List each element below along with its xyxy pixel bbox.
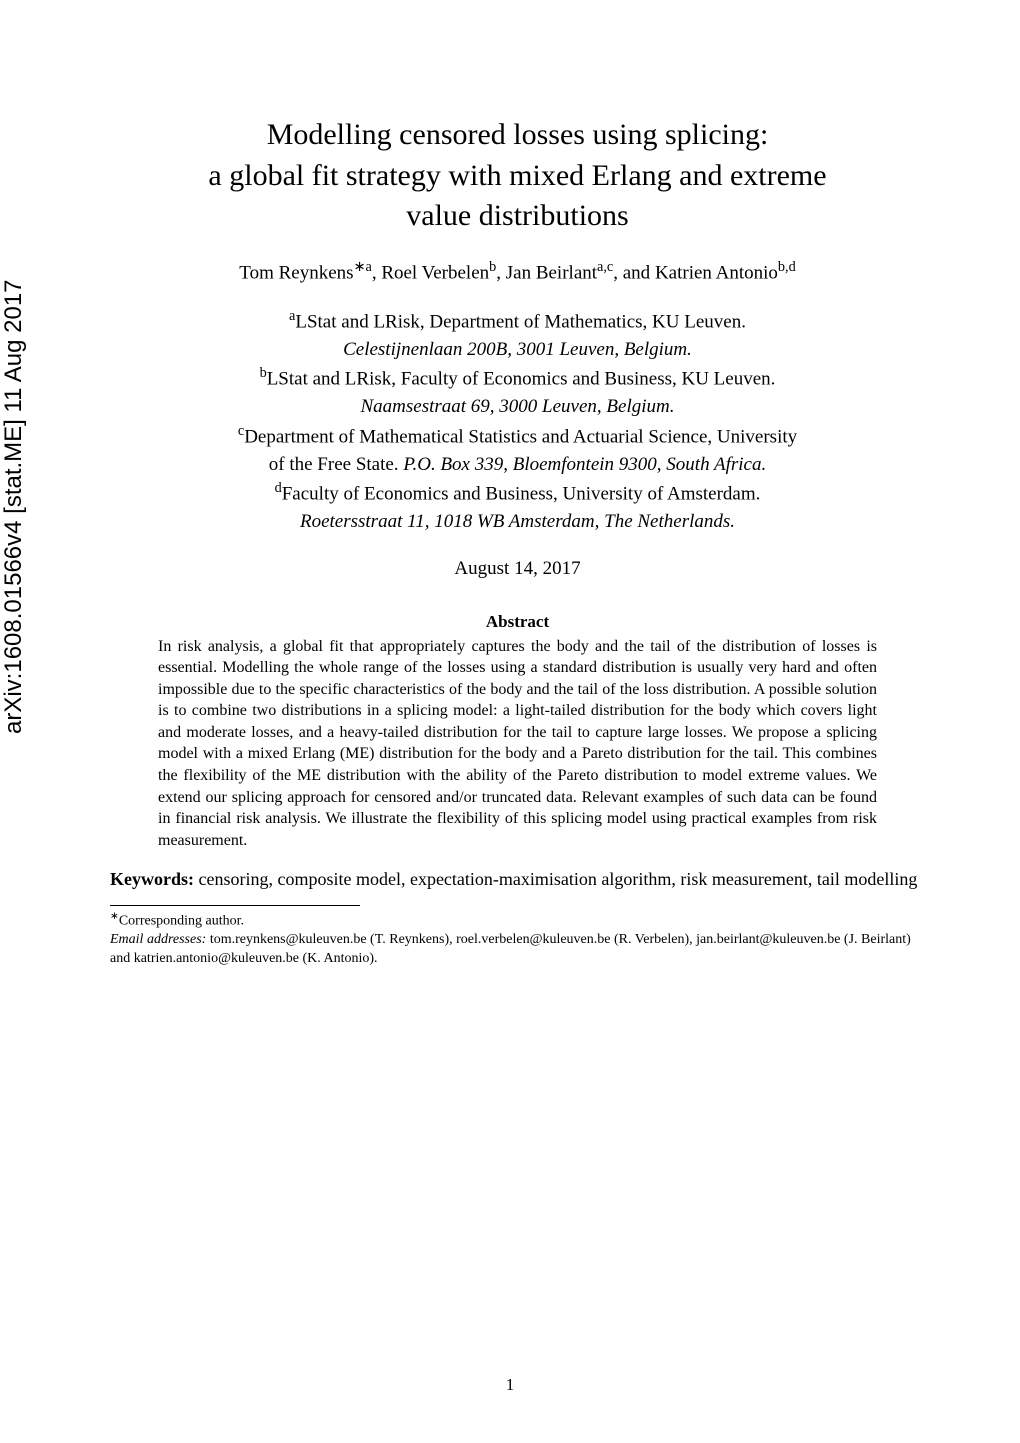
footnote-email-text: tom.reynkens@kuleuven.be (T. Reynkens), … bbox=[110, 932, 911, 966]
affiliation-b-address: Naamsestraat 69, 3000 Leuven, Belgium. bbox=[110, 393, 925, 421]
title-line-3: value distributions bbox=[406, 199, 628, 232]
affiliation-d-address: Roetersstraat 11, 1018 WB Amsterdam, The… bbox=[110, 508, 925, 536]
footnote-rule bbox=[110, 905, 360, 906]
title-line-1: Modelling censored losses using splicing… bbox=[267, 118, 769, 151]
affiliation-a-address: Celestijnenlaan 200B, 3001 Leuven, Belgi… bbox=[110, 336, 925, 364]
affiliation-c-line1: cDepartment of Mathematical Statistics a… bbox=[110, 421, 925, 451]
paper-date: August 14, 2017 bbox=[110, 558, 925, 580]
author-sep-1: , bbox=[372, 262, 382, 283]
author-4-affil-sup: b,d bbox=[778, 259, 796, 275]
footnotes-block: ∗Corresponding author. Email addresses: … bbox=[110, 910, 925, 969]
author-1-name: Tom Reynkens bbox=[239, 262, 353, 283]
footnote-email-label: Email addresses: bbox=[110, 932, 206, 947]
title-line-2: a global fit strategy with mixed Erlang … bbox=[208, 159, 826, 192]
affil-c-text2: of the Free State. bbox=[269, 454, 404, 475]
footnote-emails: Email addresses: tom.reynkens@kuleuven.b… bbox=[110, 931, 925, 969]
paper-page: Modelling censored losses using splicing… bbox=[50, 0, 1020, 1443]
authors-line: Tom Reynkens∗a, Roel Verbelenb, Jan Beir… bbox=[110, 259, 925, 284]
affil-b-text: LStat and LRisk, Faculty of Economics an… bbox=[267, 369, 776, 390]
keywords-text: censoring, composite model, expectation-… bbox=[194, 869, 917, 889]
affil-d-sup: d bbox=[275, 480, 282, 496]
affil-b-sup: b bbox=[260, 365, 267, 381]
author-2-name: Roel Verbelen bbox=[381, 262, 489, 283]
affil-c-text: Department of Mathematical Statistics an… bbox=[244, 426, 797, 447]
abstract-heading: Abstract bbox=[110, 612, 925, 632]
affil-d-text: Faculty of Economics and Business, Unive… bbox=[282, 483, 761, 504]
affil-a-text: LStat and LRisk, Department of Mathemati… bbox=[295, 311, 746, 332]
affiliation-a: aLStat and LRisk, Department of Mathemat… bbox=[110, 306, 925, 336]
page-number: 1 bbox=[0, 1375, 1020, 1395]
arxiv-sidebar: arXiv:1608.01566v4 [stat.ME] 11 Aug 2017 bbox=[0, 0, 50, 1443]
affiliation-b: bLStat and LRisk, Faculty of Economics a… bbox=[110, 363, 925, 393]
footnote-corresponding: ∗Corresponding author. bbox=[110, 910, 925, 932]
keywords-label: Keywords: bbox=[110, 869, 194, 889]
author-3-name: Jan Beirlant bbox=[506, 262, 597, 283]
affiliations-block: aLStat and LRisk, Department of Mathemat… bbox=[110, 306, 925, 536]
arxiv-identifier: arXiv:1608.01566v4 [stat.ME] 11 Aug 2017 bbox=[0, 279, 28, 734]
author-sep-and: , and bbox=[613, 262, 655, 283]
keywords-block: Keywords: censoring, composite model, ex… bbox=[110, 867, 925, 892]
affiliation-d: dFaculty of Economics and Business, Univ… bbox=[110, 478, 925, 508]
footnote-star: ∗ bbox=[110, 911, 119, 922]
affiliation-c-line2: of the Free State. P.O. Box 339, Bloemfo… bbox=[110, 451, 925, 479]
author-3-affil-sup: a,c bbox=[597, 259, 613, 275]
footnote-corresponding-text: Corresponding author. bbox=[119, 913, 244, 928]
abstract-body: In risk analysis, a global fit that appr… bbox=[158, 636, 877, 852]
author-4-name: Katrien Antonio bbox=[655, 262, 778, 283]
affiliation-c-address: P.O. Box 339, Bloemfontein 9300, South A… bbox=[403, 454, 766, 475]
author-1-affil-sup: ∗a bbox=[354, 259, 372, 275]
paper-title: Modelling censored losses using splicing… bbox=[110, 115, 925, 237]
author-sep-2: , bbox=[496, 262, 506, 283]
